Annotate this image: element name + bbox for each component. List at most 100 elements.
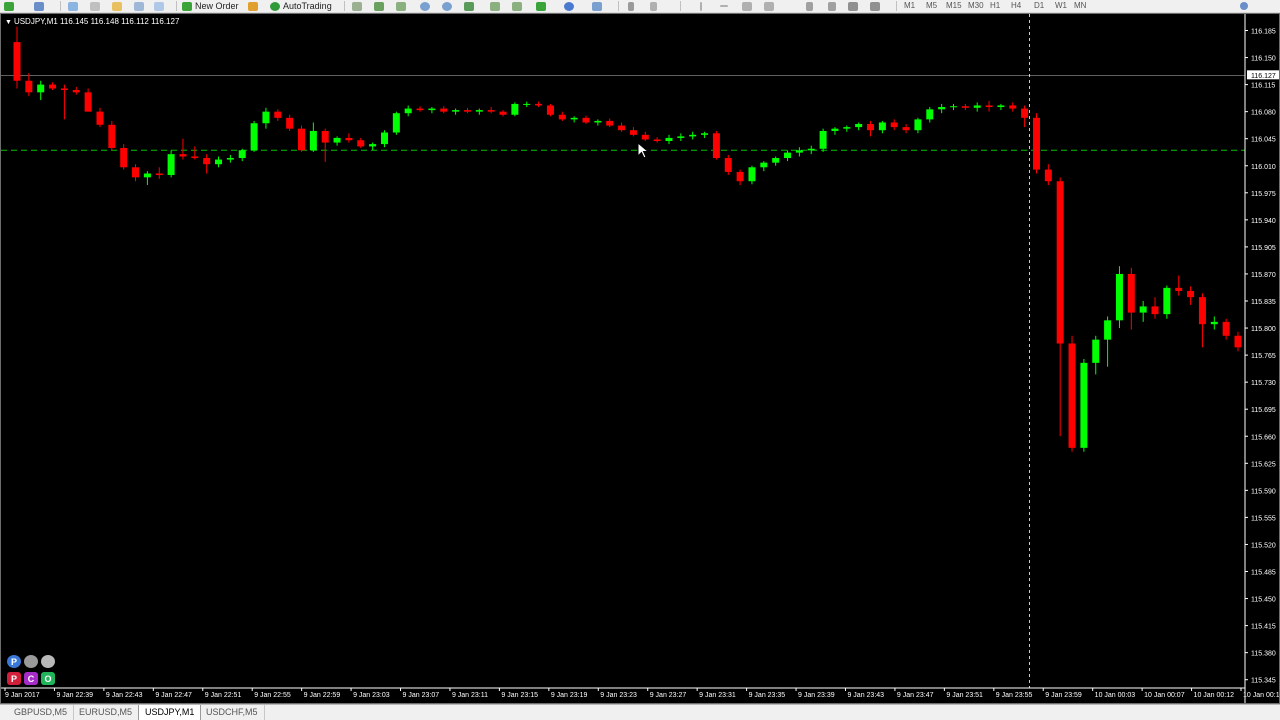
candle-body bbox=[1056, 181, 1064, 344]
price-chart[interactable]: 116.185 116.150 116.115 116.080 116.045 116.0… bbox=[1, 14, 1279, 703]
candle bbox=[712, 130, 720, 160]
candle bbox=[298, 125, 306, 152]
candle-body bbox=[452, 110, 460, 112]
candle-body bbox=[618, 125, 626, 131]
candle bbox=[1127, 267, 1135, 330]
candle-body bbox=[84, 92, 92, 112]
candle bbox=[1187, 286, 1195, 305]
tab-usdchf[interactable]: USDCHF,M5 bbox=[200, 705, 265, 720]
auto-scroll-button[interactable] bbox=[490, 0, 500, 12]
candle bbox=[274, 109, 282, 121]
candle bbox=[179, 138, 187, 160]
candlestick-button[interactable] bbox=[374, 0, 384, 12]
tab-eurusd[interactable]: EURUSD,M5 bbox=[73, 705, 140, 720]
candle-body bbox=[867, 124, 875, 131]
candle-body bbox=[949, 106, 957, 108]
candle-body bbox=[226, 158, 234, 160]
navigator-button[interactable] bbox=[90, 0, 100, 12]
trendline-button[interactable] bbox=[720, 0, 728, 12]
plugin-gear-badge[interactable] bbox=[41, 655, 55, 668]
price-tick-label: 116.080 bbox=[1251, 110, 1276, 117]
candle bbox=[772, 156, 780, 166]
candle-body bbox=[890, 122, 898, 128]
candle bbox=[997, 103, 1005, 111]
plugin-p-badge[interactable]: P bbox=[7, 672, 21, 685]
tester-button[interactable] bbox=[134, 0, 144, 12]
candle bbox=[878, 120, 886, 134]
new-order-button[interactable]: New Order bbox=[182, 0, 239, 12]
periods-button[interactable] bbox=[564, 0, 574, 12]
current-price-marker bbox=[1247, 70, 1279, 80]
chart-window[interactable]: 116.185 116.150 116.115 116.080 116.045 116.0… bbox=[0, 13, 1280, 704]
fibonacci-icon bbox=[764, 1, 774, 11]
arrows-button[interactable] bbox=[848, 0, 858, 12]
plugin-p-label: P bbox=[10, 673, 17, 684]
candle bbox=[760, 161, 768, 172]
auto-scroll-icon bbox=[490, 1, 500, 11]
timeframe-h1-button[interactable]: H1 bbox=[990, 1, 1001, 10]
time-tick-label: 9 Jan 22:51 bbox=[205, 692, 242, 699]
candle bbox=[926, 107, 934, 123]
candle bbox=[1021, 105, 1029, 128]
candle bbox=[629, 127, 637, 137]
cursor-tool-button[interactable] bbox=[628, 0, 634, 12]
candle-body bbox=[191, 156, 199, 159]
shapes-button[interactable] bbox=[870, 0, 880, 12]
time-tick-label: 9 Jan 23:43 bbox=[847, 692, 884, 699]
templates-button[interactable] bbox=[592, 0, 602, 12]
candle bbox=[1115, 266, 1123, 329]
candle-body bbox=[286, 117, 294, 129]
plugin-p-round-badge[interactable]: P bbox=[7, 655, 21, 668]
candle-body bbox=[369, 144, 377, 147]
vertical-line-button[interactable] bbox=[700, 0, 702, 12]
timeframe-w1-button[interactable]: W1 bbox=[1055, 1, 1067, 10]
candle bbox=[416, 106, 424, 112]
candle bbox=[333, 136, 341, 146]
profiles-button[interactable] bbox=[34, 0, 44, 12]
chart-shift-button[interactable] bbox=[512, 0, 522, 12]
plugin-grey-badge[interactable] bbox=[24, 655, 38, 668]
templates-icon bbox=[592, 1, 602, 11]
price-tick-label: 116.045 bbox=[1251, 137, 1276, 144]
candle-body bbox=[511, 103, 519, 115]
candle-body bbox=[558, 114, 566, 120]
crosshair-tool-button[interactable] bbox=[650, 0, 657, 12]
autotrading-label: AutoTrading bbox=[283, 1, 332, 11]
candle bbox=[380, 130, 388, 148]
market-watch-button[interactable] bbox=[68, 0, 78, 12]
zoom-out-button[interactable] bbox=[442, 0, 452, 12]
autotrading-button[interactable]: AutoTrading bbox=[270, 0, 332, 12]
tab-usdjpy[interactable]: USDJPY,M1 bbox=[138, 705, 202, 720]
tile-windows-button[interactable] bbox=[464, 0, 474, 12]
candle bbox=[72, 86, 80, 95]
fibonacci-button[interactable] bbox=[764, 0, 774, 12]
text-label-button[interactable] bbox=[828, 0, 836, 12]
channel-button[interactable] bbox=[742, 0, 752, 12]
text-tool-button[interactable] bbox=[806, 0, 813, 12]
timeframe-h4-button[interactable]: H4 bbox=[1011, 1, 1022, 10]
timeframe-m30-button[interactable]: M30 bbox=[968, 1, 984, 10]
timeframe-m15-button[interactable]: M15 bbox=[946, 1, 962, 10]
candle-body bbox=[997, 105, 1005, 108]
line-chart-button[interactable] bbox=[396, 0, 406, 12]
candle bbox=[309, 122, 317, 152]
chart-window-button[interactable] bbox=[154, 0, 164, 12]
trendline-icon bbox=[720, 5, 728, 7]
timeframe-m5-button[interactable]: M5 bbox=[926, 1, 938, 10]
timeframe-mn-button[interactable]: MN bbox=[1074, 1, 1087, 10]
new-chart-button[interactable] bbox=[4, 0, 14, 12]
search-button[interactable] bbox=[1240, 0, 1248, 12]
zoom-in-button[interactable] bbox=[420, 0, 430, 12]
plugin-c-badge[interactable]: C bbox=[24, 672, 38, 685]
timeframe-d1-button[interactable]: D1 bbox=[1034, 1, 1045, 10]
candle bbox=[404, 105, 412, 117]
toolbar-separator bbox=[618, 1, 619, 11]
plugin-o-badge[interactable]: O bbox=[41, 672, 55, 685]
timeframe-m1-button[interactable]: M1 bbox=[904, 1, 916, 10]
terminal-button[interactable] bbox=[112, 0, 122, 12]
time-tick-label: 9 Jan 23:11 bbox=[452, 692, 488, 699]
metaeditor-button[interactable] bbox=[248, 0, 258, 12]
tab-gbpusd[interactable]: GBPUSD,M5 bbox=[8, 705, 75, 720]
bar-chart-button[interactable] bbox=[352, 0, 362, 12]
indicators-button[interactable] bbox=[536, 0, 546, 12]
